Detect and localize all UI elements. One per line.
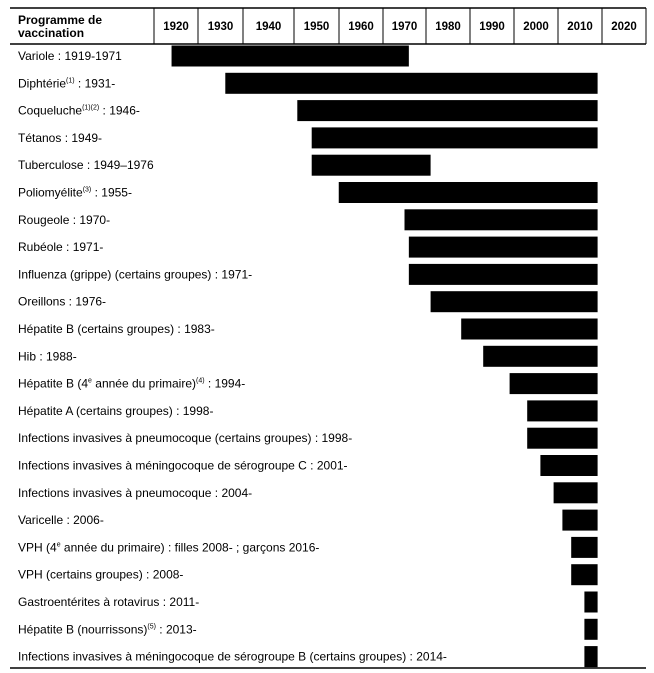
period-bar [297, 100, 598, 122]
vaccine-rows: Variole : 1919-1971 Diphtérie(1) : 1931- C… [18, 45, 598, 668]
decade-label-2020: 2020 [611, 21, 637, 33]
vaccine-row: VPH (certains groupes) : 2008- [18, 564, 598, 586]
period-bar [509, 373, 598, 395]
header: Programme de vaccination [18, 13, 102, 40]
period-bar [584, 618, 598, 640]
vaccine-row: Hépatite A (certains groupes) : 1998- [18, 400, 598, 422]
vaccine-row: Hépatite B (4e année du primaire)(4) : 1… [18, 373, 598, 395]
vaccine-label: Rubéole : 1971- [18, 240, 103, 254]
decade-label-1930: 1930 [208, 21, 234, 33]
vaccine-label: Hib : 1988- [18, 349, 77, 363]
period-bar [553, 482, 598, 504]
vaccine-label: Rougeole : 1970- [18, 213, 110, 227]
decade-label-1950: 1950 [304, 21, 330, 33]
period-bar [311, 127, 598, 149]
vaccine-label: Varicelle : 2006- [18, 513, 104, 527]
decade-label-1990: 1990 [479, 21, 505, 33]
decade-label-1960: 1960 [348, 21, 374, 33]
vaccine-label: Infections invasives à méningocoque de s… [18, 459, 348, 473]
vaccine-row: Infections invasives à méningocoque de s… [18, 646, 598, 668]
vaccine-row: Rubéole : 1971- [18, 236, 598, 258]
vaccine-label: Influenza (grippe) (certains groupes) : … [18, 267, 252, 281]
vaccine-row: Infections invasives à pneumocoque : 200… [18, 482, 598, 504]
vaccine-label: Infections invasives à pneumocoque : 200… [18, 486, 252, 500]
vaccine-label: Poliomyélite(3) : 1955- [18, 186, 132, 200]
vaccine-row: Poliomyélite(3) : 1955- [18, 182, 598, 203]
vaccine-row: Oreillons : 1976- [18, 291, 598, 313]
decade-label-2000: 2000 [523, 21, 549, 33]
period-bar [338, 182, 598, 203]
decade-header-row: 1920 1930 1940 1950 1960 1970 1980 1990 2000 2010… [163, 21, 637, 33]
vaccine-row: Variole : 1919-1971 [18, 45, 409, 67]
period-bar [527, 427, 598, 449]
vaccine-row: Tétanos : 1949- [18, 127, 598, 149]
period-bar [430, 291, 598, 313]
period-bar [404, 209, 598, 231]
period-bar [584, 591, 598, 613]
header-title-line2: vaccination [18, 26, 84, 40]
vaccine-row: Hépatite B (nourrissons)(5) : 2013- [18, 618, 598, 640]
decade-label-1980: 1980 [435, 21, 461, 33]
period-bar [408, 263, 598, 285]
vaccine-row: Infections invasives à pneumocoque (cert… [18, 427, 598, 449]
vaccine-label: VPH (4e année du primaire) : filles 2008… [18, 540, 319, 554]
period-bar [225, 72, 598, 94]
vaccine-row: Diphtérie(1) : 1931- [18, 72, 598, 94]
vaccine-label: Diphtérie(1) : 1931- [18, 76, 115, 90]
vaccine-row: Coqueluche(1)(2) : 1946- [18, 100, 598, 122]
vaccine-label: VPH (certains groupes) : 2008- [18, 568, 183, 582]
vaccine-row: Varicelle : 2006- [18, 509, 598, 531]
vaccine-label: Hépatite B (certains groupes) : 1983- [18, 322, 215, 336]
period-bar [584, 646, 598, 668]
vaccine-label: Oreillons : 1976- [18, 295, 106, 309]
period-bar [562, 509, 598, 531]
vaccine-label: Coqueluche(1)(2) : 1946- [18, 104, 140, 118]
period-bar [571, 564, 598, 586]
decade-label-2010: 2010 [567, 21, 593, 33]
vaccine-row: Hépatite B (certains groupes) : 1983- [18, 318, 598, 340]
vaccine-row: Infections invasives à méningocoque de s… [18, 455, 598, 476]
period-bar [461, 318, 598, 340]
vaccine-label: Infections invasives à pneumocoque (cert… [18, 431, 352, 445]
vaccine-label: Variole : 1919-1971 [18, 49, 122, 63]
period-bar [171, 45, 409, 67]
vaccine-row: Gastroentérites à rotavirus : 2011- [18, 591, 598, 613]
vaccine-label: Hépatite A (certains groupes) : 1998- [18, 404, 213, 418]
decade-label-1970: 1970 [392, 21, 418, 33]
vaccine-label: Hépatite B (4e année du primaire)(4) : 1… [18, 377, 245, 391]
vaccine-row: VPH (4e année du primaire) : filles 2008… [18, 536, 598, 558]
period-bar [408, 236, 598, 258]
vaccine-label: Gastroentérites à rotavirus : 2011- [18, 595, 199, 609]
vaccine-row: Influenza (grippe) (certains groupes) : … [18, 263, 598, 285]
period-bar [311, 154, 431, 176]
vaccine-label: Tétanos : 1949- [18, 131, 102, 145]
vaccine-label: Tuberculose : 1949–1976 [18, 158, 154, 172]
decade-label-1940: 1940 [256, 21, 282, 33]
period-bar [571, 536, 598, 558]
vaccine-row: Hib : 1988- [18, 345, 598, 367]
period-bar [540, 455, 598, 476]
vaccine-row: Rougeole : 1970- [18, 209, 598, 231]
period-bar [483, 345, 598, 367]
vaccine-label: Infections invasives à méningocoque de s… [18, 650, 447, 664]
period-bar [527, 400, 598, 422]
header-title-line1: Programme de [18, 13, 102, 27]
vaccine-row: Tuberculose : 1949–1976 [18, 154, 431, 176]
table-grid [10, 7, 647, 669]
vaccine-label: Hépatite B (nourrissons)(5) : 2013- [18, 622, 197, 636]
decade-label-1920: 1920 [163, 21, 189, 33]
